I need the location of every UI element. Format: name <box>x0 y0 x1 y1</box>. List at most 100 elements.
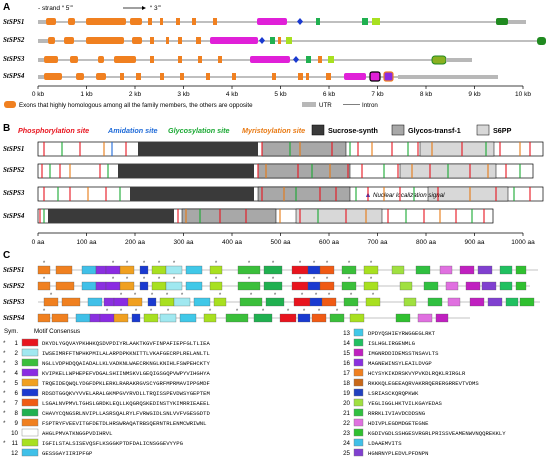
kb-tick-label: 8 kb <box>420 91 433 98</box>
motif-star: * <box>328 293 331 299</box>
motif-box <box>291 265 309 275</box>
motif-box <box>55 281 75 291</box>
motif-box <box>95 281 107 291</box>
motif-label-sps4: StSPS4 <box>3 314 25 322</box>
motif-legend-swatch <box>21 368 39 377</box>
motif-box <box>403 297 417 307</box>
motif-star: * <box>120 309 123 315</box>
exon-legend-label: Exons that highly homologous among all t… <box>19 102 253 109</box>
motif-star: * <box>158 277 161 283</box>
motif-box <box>37 313 51 323</box>
motif-star: * <box>120 293 123 299</box>
aa-tick-label: 500 aa <box>271 239 291 246</box>
motif-legend-swatch <box>353 388 364 397</box>
motif-star: * <box>43 261 46 267</box>
motif-box <box>99 313 115 323</box>
motif-star: * <box>356 309 359 315</box>
exon <box>496 18 508 25</box>
motif-legend-star: * <box>3 350 6 357</box>
exon <box>176 18 180 25</box>
gene-track-sps4 <box>38 71 498 82</box>
motif-legend-sequence: RRRKLIVIAVDCDDSNG <box>368 410 426 417</box>
motif-box <box>279 313 297 323</box>
motif-box <box>445 281 459 291</box>
motif-box <box>81 265 97 275</box>
motif-box <box>469 297 485 307</box>
motif-legend-sequence: CHAVYCQNGSRLNVIPLLASRSQALRYLFVRWGIDLSNLV… <box>42 410 210 417</box>
motif-star: * <box>150 309 153 315</box>
aa-tick-label: 400 aa <box>222 239 242 246</box>
motif-box <box>173 297 191 307</box>
motif-star: * <box>215 277 218 283</box>
protein-tracks: StSPS1 StSPS2 StSPS3 StSPS4 Nuclear loca… <box>3 141 544 224</box>
motif-box <box>119 265 135 275</box>
motif-star: * <box>370 277 373 283</box>
panel-b-label: B <box>3 123 10 134</box>
motif-legend-sequence: HGNRNYPLEDVLPFDNPN <box>368 450 428 457</box>
motif-legend-sequence: KVIPKELLWPHEPEFVDGALSHIINMSKVLGEQIGSGQPV… <box>42 370 210 377</box>
motif-star: * <box>326 277 329 283</box>
motif-box <box>75 313 91 323</box>
motif-star: * <box>43 309 46 315</box>
motif-box <box>37 281 51 291</box>
motif-box <box>447 297 461 307</box>
motif-box <box>329 313 345 323</box>
domain-legend-swatch <box>311 124 325 136</box>
motif-box <box>319 281 335 291</box>
motif-legend-number: 25 <box>343 450 350 457</box>
aa-tick-label: 600 aa <box>319 239 339 246</box>
motif-star: * <box>299 261 302 267</box>
motif-box <box>185 265 203 275</box>
motif-star: * <box>315 293 318 299</box>
motif-box <box>37 265 51 275</box>
motif-star: * <box>112 277 115 283</box>
motif-tracks: StSPS1 StSPS2 StSPS3 StSPS4 * * * * * * * * * * * *… <box>3 261 540 323</box>
kb-tick-label: 7 kb <box>371 91 384 98</box>
motif-box <box>417 313 433 323</box>
motif-box <box>395 313 411 323</box>
aa-tick-label: 300 aa <box>174 239 194 246</box>
gene-label-sps1: StSPS1 <box>3 18 24 26</box>
motif-legend-star: * <box>3 410 6 417</box>
motif-legend-swatch <box>353 348 364 357</box>
gene-track-sps1 <box>38 18 526 25</box>
motif-legend-number: 14 <box>343 340 350 347</box>
motif-box <box>203 313 217 323</box>
aa-tick-label: 800 aa <box>416 239 436 246</box>
intron-legend-label: Intron <box>362 102 378 109</box>
motif-box <box>51 313 69 323</box>
motif-box <box>423 281 439 291</box>
motif-legend-sequence: IWSEIMRFFTNPHKPMILALARPDPKKNITTLVKAFGECR… <box>42 350 210 357</box>
motif-star: * <box>50 293 53 299</box>
exon <box>148 18 152 25</box>
strand-arrowhead-icon <box>142 6 146 10</box>
motif-star: * <box>370 261 373 267</box>
aa-tick-label: 1000 aa <box>511 239 535 246</box>
exon <box>372 18 380 25</box>
domain-legend: Sucrose-synth Glycos-transf-1 S6PP <box>311 124 512 136</box>
motif-star: * <box>236 309 239 315</box>
gene-label-sps3: StSPS3 <box>3 55 25 63</box>
motif-box <box>465 281 481 291</box>
motif-star: * <box>151 293 154 299</box>
strand-label: - strand “ 5’” <box>38 5 73 12</box>
motif-legend-number: 15 <box>343 350 350 357</box>
domain-legend-label: Glycos-transf-1 <box>408 126 461 135</box>
motif-legend-swatch <box>21 418 39 427</box>
motif-legend-number: 16 <box>343 360 350 367</box>
motif-box <box>105 265 121 275</box>
motif-legend-swatch <box>353 368 364 377</box>
motif-legend-swatch <box>353 358 364 367</box>
site-legend-item: Amidation site <box>107 126 158 135</box>
motif-star: * <box>313 277 316 283</box>
motif-legend-swatch <box>353 338 364 347</box>
kb-tick-label: 1 kb <box>80 91 93 98</box>
motif-star: * <box>126 277 129 283</box>
motif-legend-star: * <box>3 400 6 407</box>
motif-legend-number: 13 <box>343 330 350 337</box>
motif-legend-sequence: RDSDTGGQKVYVVELARALGKMPGVYRVDLLTRQISSPEV… <box>42 390 210 397</box>
motif-box <box>43 297 59 307</box>
motif-star: * <box>215 261 218 267</box>
motif-legend-sequence: HDIVPLEGDMDGETEGNE <box>368 420 429 427</box>
motif-box <box>225 313 249 323</box>
